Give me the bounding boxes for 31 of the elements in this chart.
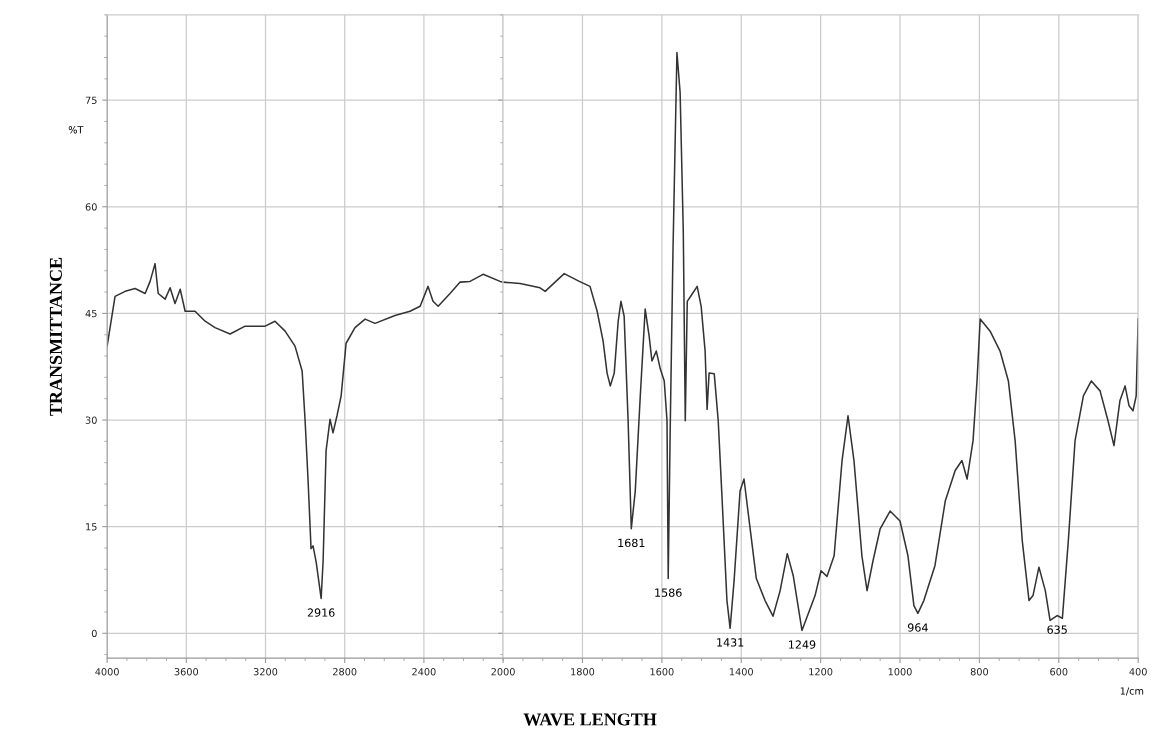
text: 1/cm [1120,687,1144,696]
x-tick-label: 1000 [888,668,912,676]
x-tick-label: 3200 [253,668,278,676]
y-tick-label: 0 [91,629,97,638]
annotation: 1586 [655,588,682,597]
annotation: 2916 [307,608,335,617]
y-tick-label: 60 [85,203,97,211]
x-tick-label: 1800 [571,668,595,676]
x-tick-label: 4000 [95,668,119,676]
y-axis-title: TRANSMITTANCE [49,257,62,416]
x-tick-label: 400 [1129,668,1147,676]
annotation: 964 [907,623,928,632]
text: %T [68,126,84,134]
x-tick-label: 800 [970,668,989,676]
x-tick-label: 1400 [729,668,753,676]
annotation: 635 [1047,625,1067,634]
x-tick-label: 1600 [650,668,674,676]
x-tick-label: 3600 [174,668,199,676]
annotation: 1681 [618,538,645,548]
y-tick-label: 75 [85,96,97,104]
x-tick-label: 1200 [809,668,833,676]
x-tick-label: 2400 [412,668,436,676]
annotation: 1249 [789,640,816,649]
annotation: 1431 [717,638,744,647]
y-tick-label: 15 [86,523,97,531]
x-tick-label: 2800 [333,668,357,676]
x-axis-title: WAVE LENGTH [523,713,657,726]
y-tick-label: 30 [85,416,97,424]
x-tick-label: 2000 [491,668,515,676]
x-tick-label: 600 [1050,668,1068,676]
y-tick-label: 45 [85,310,97,318]
